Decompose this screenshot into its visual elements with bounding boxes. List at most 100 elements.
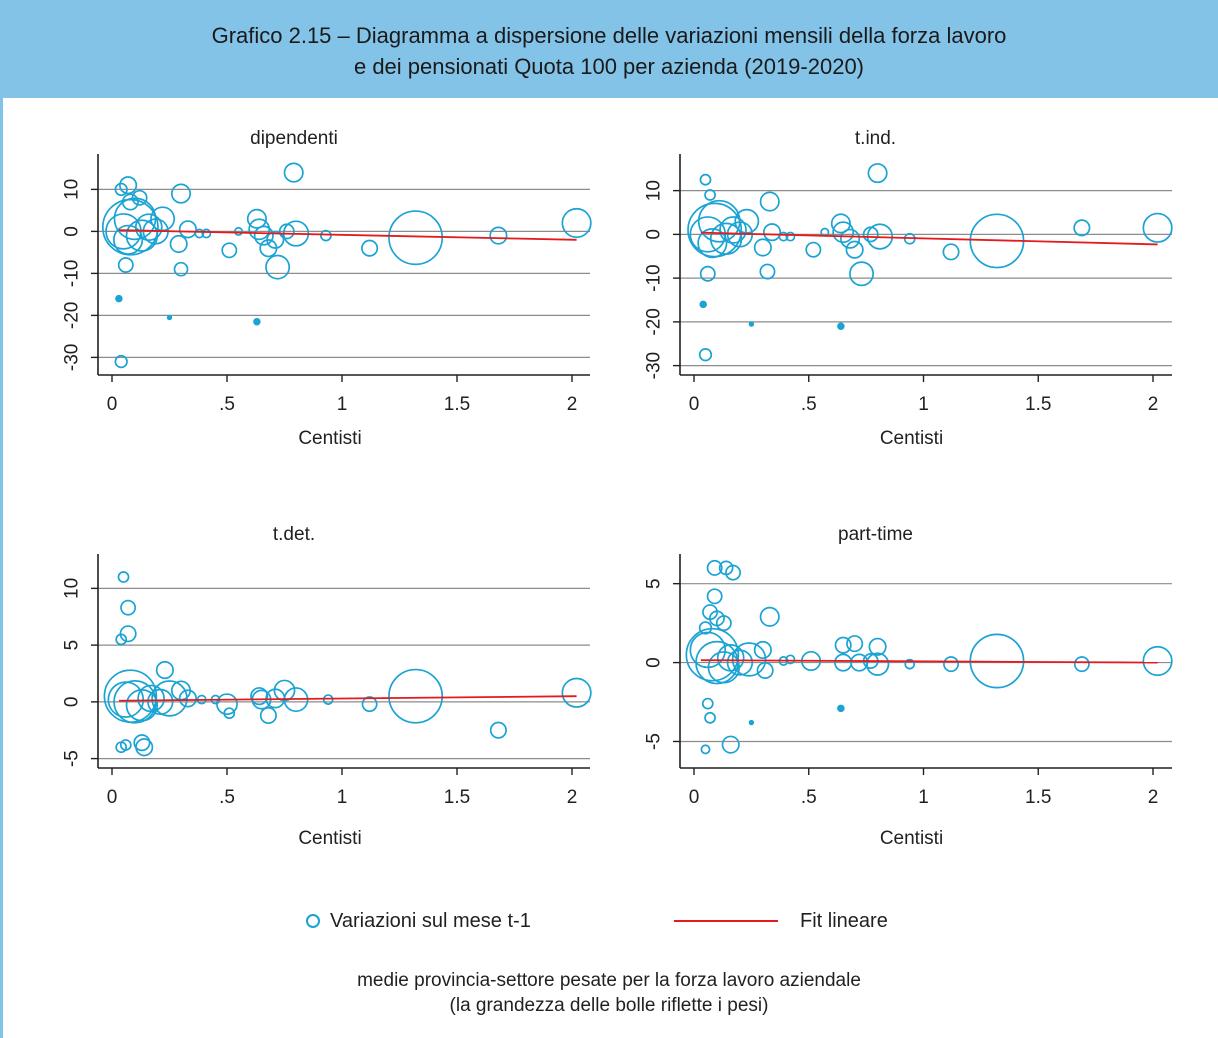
- bubble-point: [725, 564, 741, 581]
- x-tick-label: 1: [918, 394, 929, 415]
- x-tick-label: 2: [567, 787, 578, 808]
- bubble-point: [726, 649, 754, 676]
- bubble-point: [361, 239, 379, 257]
- bubble-point: [698, 348, 713, 362]
- bubble-point: [361, 696, 378, 713]
- bubble-point: [837, 322, 845, 331]
- bubble-point: [706, 559, 723, 576]
- bubble-point: [388, 210, 444, 266]
- bubble-point: [805, 241, 822, 258]
- bubble-point: [1142, 212, 1173, 243]
- bubble-point: [849, 261, 875, 287]
- panel-title: t.ind.: [855, 128, 896, 149]
- legend-bubbles: Variazioni sul mese t-1: [306, 906, 531, 936]
- legend-fit: Fit lineare: [674, 906, 888, 936]
- bubble-point: [699, 173, 712, 186]
- bubble-point: [113, 680, 157, 724]
- left-frame-border: [0, 98, 3, 1038]
- y-tick-label: -30: [644, 352, 665, 379]
- y-tick-label: -20: [644, 308, 665, 335]
- bubble-point: [115, 294, 123, 303]
- bubble-point: [845, 240, 864, 259]
- bubble-point: [943, 656, 960, 673]
- bubble-point: [734, 208, 760, 234]
- scatter-panel-3: -5 0 5 10 0 .5 1 1.5 2 t.det. Centisti: [62, 524, 592, 849]
- x-tick-label: 0: [107, 394, 118, 415]
- x-tick-label: 2: [567, 394, 578, 415]
- y-tick-label: 0: [644, 229, 665, 240]
- y-tick-label: 10: [644, 180, 665, 201]
- bubble-point: [216, 693, 238, 716]
- scatter-panel-4: -5 0 5 0 .5 1 1.5 2 part-time Centisti: [644, 524, 1173, 849]
- bubble-point: [868, 637, 887, 656]
- bubble-point: [756, 661, 774, 680]
- figure-note-line1: medie provincia-settore pesate per la fo…: [357, 970, 861, 991]
- legend-bubble-marker-icon: [306, 914, 320, 928]
- bubble-point: [716, 643, 745, 672]
- bubble-point: [170, 183, 192, 204]
- header-band: [0, 0, 1218, 98]
- bubble-point: [223, 707, 236, 720]
- bubble-point: [283, 162, 304, 183]
- figure-title: Grafico 2.15 – Diagramma a dispersione d…: [0, 20, 1218, 82]
- legend-fit-line-icon: [674, 920, 778, 922]
- y-tick-label: 5: [62, 640, 83, 651]
- bubble-point: [131, 189, 148, 206]
- x-tick-label: 1.5: [444, 394, 470, 415]
- bubble-point: [837, 704, 845, 713]
- bubble-point: [113, 224, 144, 255]
- bubble-point: [865, 652, 890, 676]
- bubble-point: [265, 254, 291, 280]
- bubble-point: [178, 689, 197, 708]
- bubble-point: [1073, 656, 1090, 673]
- bubble-point: [248, 218, 271, 241]
- figure-note: medie provincia-settore pesate per la fo…: [0, 968, 1218, 1018]
- fit-line: [118, 229, 577, 241]
- bubble-point: [731, 642, 767, 677]
- bubble-point: [121, 193, 139, 211]
- bubble-point: [904, 658, 916, 670]
- bubble-point: [137, 684, 165, 713]
- x-tick-label: 1: [337, 787, 348, 808]
- bubble-point: [133, 734, 151, 752]
- x-axis-label: Centisti: [880, 428, 943, 449]
- bubble-point: [169, 234, 188, 254]
- bubble-point: [119, 176, 138, 195]
- bubble-point: [846, 635, 864, 653]
- fit-line: [700, 659, 1158, 664]
- bubble-point: [699, 300, 707, 309]
- bubble-point: [1142, 645, 1173, 677]
- y-tick-label: 10: [62, 179, 83, 200]
- bubble-point: [748, 321, 755, 327]
- bubble-point: [320, 229, 332, 242]
- bubble-point: [753, 640, 772, 660]
- x-axis-label: Centisti: [298, 828, 361, 849]
- bubble-point: [561, 677, 592, 708]
- bubble-point: [134, 213, 163, 242]
- bubble-point: [715, 615, 732, 632]
- bubble-point: [120, 599, 137, 616]
- x-tick-label: 1.5: [444, 787, 470, 808]
- bubble-point: [706, 588, 723, 605]
- fit-line: [118, 695, 577, 702]
- y-tick-label: 10: [62, 578, 83, 599]
- bubble-point: [759, 191, 780, 212]
- bubble-point: [119, 739, 132, 751]
- bubble-point: [489, 721, 507, 739]
- bubble-point: [748, 719, 755, 726]
- bubble-point: [266, 230, 285, 249]
- bubble-point: [115, 633, 128, 646]
- legend-fit-label: Fit lineare: [800, 909, 888, 932]
- bubble-point: [762, 223, 782, 242]
- bubble-point: [689, 216, 727, 253]
- bubble-point: [253, 225, 274, 246]
- panel-title: dipendenti: [250, 128, 338, 149]
- bubble-point: [759, 263, 776, 280]
- bubble-point: [489, 226, 508, 245]
- bubble-point: [698, 621, 713, 635]
- bubble-point: [785, 231, 796, 242]
- bubble-point: [246, 208, 267, 229]
- bubble-point: [250, 687, 269, 706]
- bubble-point: [561, 207, 592, 239]
- bubble-point: [834, 636, 852, 654]
